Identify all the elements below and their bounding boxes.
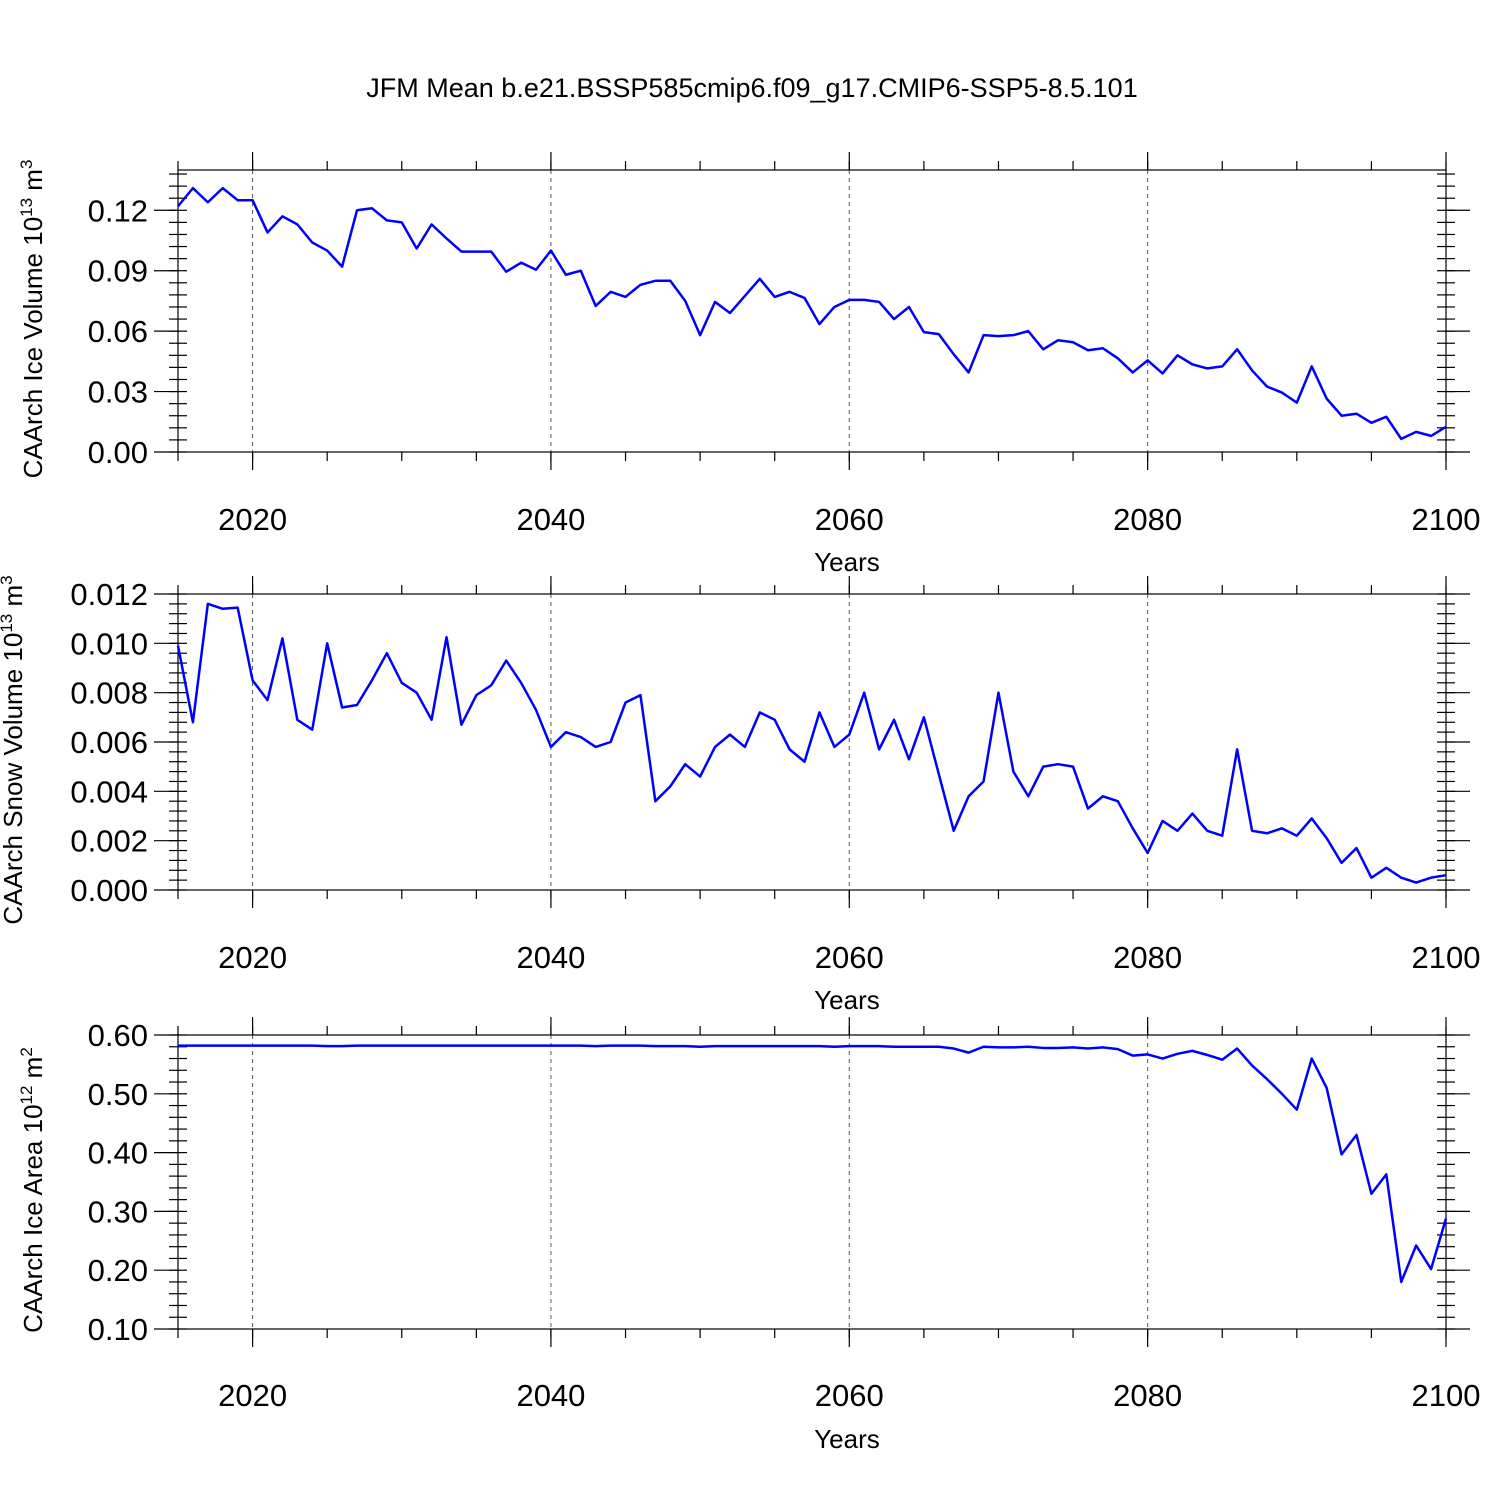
snow-volume-xlabel: Years [814,985,880,1015]
ice-volume-ylabel: CAArch Ice Volume 1013 m3 [17,160,48,479]
ice-volume-plot-frame [177,169,1447,453]
snow-volume-x-tick-label: 2040 [516,940,585,975]
ice-area-ylabel-main: CAArch Ice Area 10 [18,1104,48,1332]
svg-text:CAArch Ice Area 1012 m2: CAArch Ice Area 1012 m2 [17,1047,48,1333]
ice-area-ylabel-unit: m [18,1057,48,1086]
ice-area-x-tick-label: 2100 [1412,1378,1481,1413]
snow-volume-x-tick-label: 2080 [1113,940,1182,975]
snow-volume-ylabel-main: CAArch Snow Volume 10 [0,633,28,925]
ice-area-plot-frame [177,1034,1447,1330]
ice-area-y-tick-label: 0.40 [88,1136,148,1171]
ice-area-xlabel: Years [814,1424,880,1454]
ice-volume-y-tick-label: 0.12 [88,193,148,228]
snow-volume-y-tick-label: 0.010 [70,626,148,661]
ice-area-x-tick-label: 2040 [516,1378,585,1413]
snow-volume-ylabel-unit: m [0,585,28,614]
snow-volume-panel: CAArch Snow Volume 1013 m3 Years 2020 204… [0,575,1480,1015]
snow-volume-y-tick-label: 0.000 [70,873,148,908]
ice-volume-y-tick-label: 0.06 [88,314,148,349]
ice-volume-ylabel-main: CAArch Ice Volume 10 [18,217,48,479]
ice-volume-x-tick-label: 2100 [1412,502,1481,537]
ice-volume-y-tick-label: 0.03 [88,375,148,410]
ice-area-x-tick-label: 2020 [218,1378,287,1413]
snow-volume-x-tick-label: 2020 [218,940,287,975]
ice-area-panel: CAArch Ice Area 1012 m2 Years 2020 2040 20… [17,1017,1480,1454]
snow-volume-x-tick-label: 2060 [815,940,884,975]
ice-area-y-tick-label: 0.60 [88,1018,148,1053]
snow-volume-y-tick-label: 0.004 [70,774,148,809]
ice-area-x-tick-label: 2080 [1113,1378,1182,1413]
ice-area-ylabel-exponent: 12 [17,1086,36,1105]
ice-area-series-line [178,1044,1448,1284]
ice-area-y-tick-label: 0.10 [88,1312,148,1347]
snow-volume-ylabel: CAArch Snow Volume 1013 m3 [0,575,28,924]
ice-volume-xlabel: Years [814,547,880,577]
ice-volume-x-tick-label: 2020 [218,502,287,537]
ice-area-ylabel-unit-exponent: 2 [17,1047,36,1056]
ice-area-y-tick-label: 0.20 [88,1253,148,1288]
svg-text:CAArch Ice Volume 1013 m3: CAArch Ice Volume 1013 m3 [17,160,48,479]
ice-volume-ylabel-unit: m [18,169,48,198]
snow-volume-series-line [176,602,1447,884]
ice-volume-x-tick-label: 2060 [815,502,884,537]
ice-volume-x-tick-label: 2080 [1113,502,1182,537]
snow-volume-x-tick-label: 2100 [1412,940,1481,975]
snow-volume-plot-frame [177,593,1447,891]
ice-area-y-tick-label: 0.50 [88,1077,148,1112]
ice-volume-y-tick-label: 0.00 [88,435,148,470]
svg-text:CAArch Snow Volume 1013 m3: CAArch Snow Volume 1013 m3 [0,575,28,924]
snow-volume-y-tick-label: 0.012 [70,577,148,612]
snow-volume-y-tick-label: 0.006 [70,725,148,760]
snow-volume-ylabel-unit-exponent: 3 [0,575,16,584]
snow-volume-y-tick-label: 0.008 [70,676,148,711]
snow-volume-ylabel-exponent: 13 [0,614,16,633]
ice-area-x-tick-label: 2060 [815,1378,884,1413]
ice-area-ylabel: CAArch Ice Area 1012 m2 [17,1047,48,1333]
ice-volume-panel: CAArch Ice Volume 1013 m3 Years 2020 2040… [17,152,1480,577]
ice-volume-ylabel-exponent: 13 [17,198,36,217]
ice-volume-y-tick-label: 0.09 [88,254,148,289]
ice-area-y-tick-label: 0.30 [88,1194,148,1229]
ice-volume-x-tick-label: 2040 [516,502,585,537]
snow-volume-y-tick-label: 0.002 [70,824,148,859]
figure-title: JFM Mean b.e21.BSSP585cmip6.f09_g17.CMIP… [366,73,1137,103]
ice-volume-ylabel-unit-exponent: 3 [17,160,36,169]
ice-volume-series-line [177,186,1447,441]
